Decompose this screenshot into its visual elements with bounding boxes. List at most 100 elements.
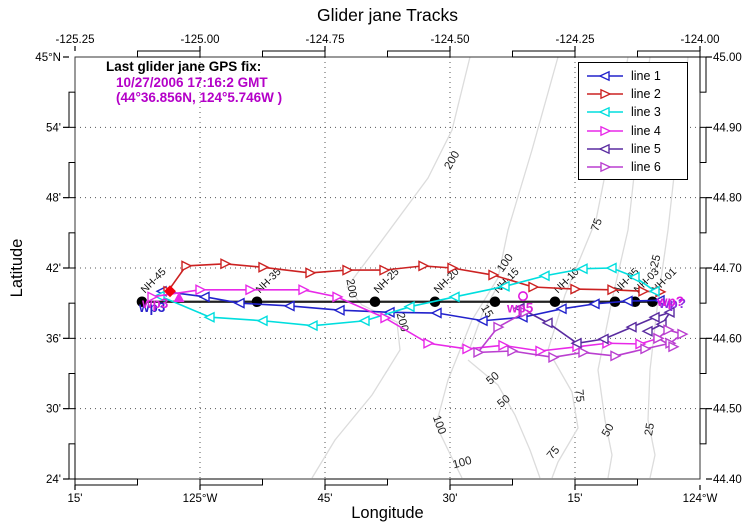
top-tick-label: -125.25 xyxy=(55,34,94,46)
track-marker xyxy=(528,281,540,293)
track-marker xyxy=(641,325,653,337)
left-tick-label: 54' xyxy=(46,122,61,134)
contour-line xyxy=(469,281,501,349)
track-marker xyxy=(588,298,600,310)
track-marker xyxy=(628,271,640,283)
frame-bar-top xyxy=(137,50,201,58)
top-tick-label: -124.75 xyxy=(305,34,344,46)
waypoint-label: wp3 xyxy=(138,300,166,315)
track-marker xyxy=(493,321,505,333)
track-marker xyxy=(403,301,415,313)
legend-sample xyxy=(587,70,623,82)
track-marker xyxy=(653,294,665,306)
contour-label: 200 xyxy=(394,311,411,333)
legend-item-label: line 2 xyxy=(631,87,661,102)
bottom-tick-label: 15' xyxy=(68,493,83,505)
track-marker xyxy=(663,306,675,318)
track-marker xyxy=(535,345,547,357)
track-marker xyxy=(538,270,550,282)
top-tick-label: -125.00 xyxy=(180,34,219,46)
contour-label: 75 xyxy=(572,389,585,403)
track-marker xyxy=(668,341,680,353)
track-marker xyxy=(663,324,675,336)
station-dot xyxy=(549,296,561,308)
track-marker xyxy=(256,315,268,327)
gps-fix-marker xyxy=(164,285,176,298)
track-marker xyxy=(648,311,660,323)
frame-bar-right xyxy=(699,267,707,304)
contour-label: 200 xyxy=(343,278,358,299)
legend-sample xyxy=(587,143,623,155)
track-marker xyxy=(507,345,519,357)
track-marker xyxy=(677,328,689,340)
contour-line xyxy=(467,359,541,479)
track-marker xyxy=(380,312,392,324)
track-marker xyxy=(333,304,345,316)
track-marker xyxy=(306,320,318,332)
legend-item-label: line 4 xyxy=(631,123,661,138)
track-line-2 xyxy=(163,258,667,298)
waypoint-marker xyxy=(173,292,185,303)
legend-sample xyxy=(587,88,623,100)
y-axis-label: Latitude xyxy=(8,238,26,298)
track-marker xyxy=(283,300,295,312)
track-marker xyxy=(570,337,582,349)
frame-bar-top xyxy=(387,50,451,58)
legend-marker-right-triangle xyxy=(600,161,612,173)
frame-bar-bottom xyxy=(449,478,513,486)
frame-bar-left xyxy=(68,232,76,269)
frame-bar-left xyxy=(68,302,76,339)
frame-bar-left xyxy=(68,162,76,199)
x-axis-label: Longitude xyxy=(351,504,424,522)
plot-title: Glider jane Tracks xyxy=(316,5,459,25)
right-tick-label: 44.50 xyxy=(713,404,742,416)
contour-label: 100 xyxy=(451,455,473,472)
track-marker xyxy=(555,303,567,315)
legend-item-line-2: line 2 xyxy=(585,85,687,103)
track-marker xyxy=(342,264,354,276)
waypoint-label: wp? xyxy=(656,294,684,309)
track-marker xyxy=(610,350,622,362)
bottom-tick-label: 125°W xyxy=(183,493,218,505)
gps-fix-time: 10/27/2006 17:16:2 GMT xyxy=(116,74,268,90)
right-tick-label: 44.60 xyxy=(713,333,742,345)
gps-fix-annotation: Last glider jane GPS fix: 10/27/2006 17:… xyxy=(106,59,282,106)
track-marker xyxy=(462,343,474,355)
gps-fix-heading: Last glider jane GPS fix: xyxy=(106,59,262,74)
track-line-1 xyxy=(155,285,665,327)
top-tick-label: -124.00 xyxy=(680,34,719,46)
right-tick-label: 44.70 xyxy=(713,263,742,275)
waypoint-circle-marker xyxy=(517,291,528,302)
track-line-6 xyxy=(473,306,689,363)
legend-item-label: line 1 xyxy=(631,69,661,84)
track-marker xyxy=(488,269,500,281)
waypoint-label: wp3 xyxy=(141,296,169,311)
frame-bar-right xyxy=(699,56,707,93)
frame-bar-left xyxy=(68,373,76,410)
waypoint-label: wp? xyxy=(658,296,686,311)
station-dot xyxy=(369,296,381,308)
track-marker xyxy=(597,333,609,345)
track-marker xyxy=(147,291,159,303)
bottom-tick-label: 124°W xyxy=(683,493,718,505)
track-marker xyxy=(607,284,619,296)
track-marker xyxy=(447,262,459,274)
frame-bar-top xyxy=(262,50,326,58)
station-dot xyxy=(489,296,501,308)
track-marker xyxy=(605,262,617,274)
frame-bar-top xyxy=(637,50,701,58)
track-marker xyxy=(358,315,370,327)
contour-label: 50 xyxy=(484,370,502,387)
track-marker xyxy=(648,285,660,297)
track-line xyxy=(151,289,659,352)
track-marker xyxy=(578,346,590,359)
top-tick-label: -124.50 xyxy=(430,34,469,46)
track-marker xyxy=(430,307,442,319)
track-marker xyxy=(181,260,193,272)
track-marker xyxy=(498,339,510,351)
top-tick-label: -124.25 xyxy=(555,34,594,46)
frame-bar-left xyxy=(68,443,76,480)
station-dot xyxy=(136,296,148,308)
bottom-tick-label: 45' xyxy=(318,493,333,505)
gps-fix-position: (44°36.856N, 124°5.746W ) xyxy=(116,90,283,105)
